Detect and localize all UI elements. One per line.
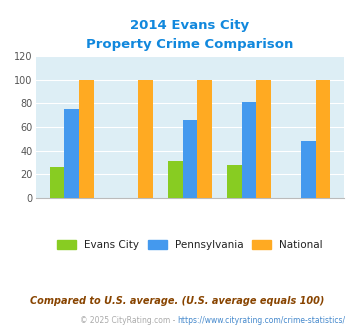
Bar xyxy=(168,161,182,198)
Text: https://www.cityrating.com/crime-statistics/: https://www.cityrating.com/crime-statist… xyxy=(178,316,346,325)
Bar xyxy=(64,109,79,198)
Bar xyxy=(227,165,242,198)
Bar xyxy=(50,167,64,198)
Bar xyxy=(79,80,94,198)
Legend: Evans City, Pennsylvania, National: Evans City, Pennsylvania, National xyxy=(52,235,328,255)
Text: © 2025 CityRating.com -: © 2025 CityRating.com - xyxy=(80,316,178,325)
Bar xyxy=(256,80,271,198)
Bar xyxy=(138,80,153,198)
Title: 2014 Evans City
Property Crime Comparison: 2014 Evans City Property Crime Compariso… xyxy=(86,19,294,51)
Bar xyxy=(316,80,330,198)
Bar xyxy=(197,80,212,198)
Bar xyxy=(301,141,316,198)
Bar xyxy=(242,102,256,198)
Bar xyxy=(182,120,197,198)
Text: Compared to U.S. average. (U.S. average equals 100): Compared to U.S. average. (U.S. average … xyxy=(30,296,325,306)
